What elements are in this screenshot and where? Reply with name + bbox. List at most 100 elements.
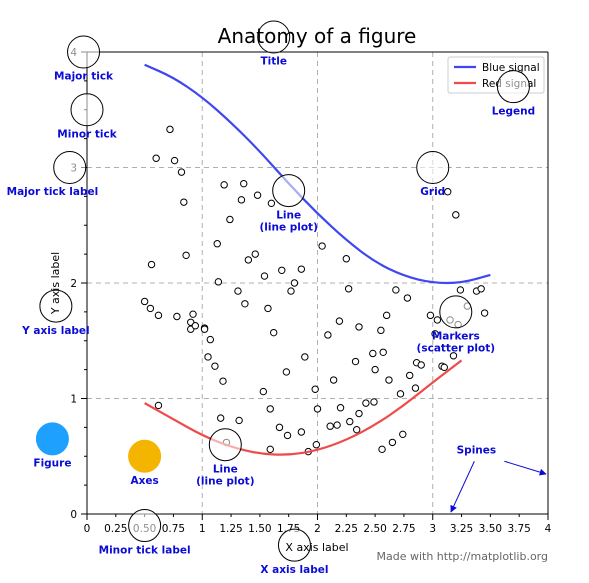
scatter-point: [382, 311, 391, 320]
scatter-point: [235, 416, 243, 425]
scatter-point: [170, 156, 179, 165]
scatter-point: [417, 361, 425, 369]
scatter-point: [200, 325, 209, 333]
scatter-point: [220, 181, 228, 189]
scatter-point: [297, 428, 306, 436]
scatter-point: [385, 376, 393, 384]
scatter-point: [449, 352, 458, 360]
annotation-label: Line: [213, 463, 238, 475]
series-line: [144, 359, 463, 456]
scatter-point: [355, 323, 363, 331]
annotation-circle: [128, 509, 162, 543]
annotation-label: Title: [260, 56, 287, 68]
scatter-point: [329, 376, 338, 384]
scatter-point: [403, 294, 412, 302]
y-tick-label: 1: [70, 394, 77, 406]
gridlines: [87, 52, 548, 514]
annotation-circle: [277, 528, 311, 562]
scatter-point: [342, 255, 351, 263]
annotation-label: Line: [276, 209, 301, 221]
x-minor-tick-label: 3.50: [479, 523, 502, 535]
scatter-point: [241, 300, 249, 308]
scatter-point: [362, 399, 370, 407]
annotation-circle: [272, 174, 306, 208]
scatter-point: [369, 349, 377, 358]
scatter-point: [266, 405, 274, 413]
annotation-label: Minor tick label: [99, 544, 191, 556]
scatter-point: [251, 250, 259, 258]
scatter-point: [379, 348, 387, 356]
annotation-circle: [208, 428, 242, 462]
scatter-point: [275, 423, 284, 432]
scatter-point: [313, 405, 322, 413]
annotation-label: Y axis label: [21, 325, 90, 337]
annotation-label: Minor tick: [57, 128, 117, 140]
scatter-point: [278, 266, 286, 274]
annotation-label: (line plot): [259, 221, 317, 233]
scatter-point: [237, 196, 246, 204]
series-line: [144, 63, 491, 285]
annotation-circle: [416, 151, 450, 184]
scatter-point: [433, 316, 442, 324]
annotation-labels: Major tick Minor tick Major tick label Y ax…: [7, 56, 547, 576]
scatter-point: [219, 377, 227, 385]
x-minor-tick-label: 2.50: [363, 523, 386, 535]
scatter-point: [287, 287, 295, 295]
x-minor-tick-label: 0.75: [162, 523, 185, 535]
scatter-point: [311, 385, 319, 393]
scatter-point: [297, 265, 306, 273]
scatter-point: [378, 445, 386, 454]
x-minor-tick-label: 1.25: [219, 523, 242, 535]
annotation-label: Major tick: [54, 71, 114, 83]
scatter-point: [234, 287, 242, 295]
annotation-circle: [53, 151, 87, 184]
scatter-point: [180, 198, 188, 206]
scatter-point: [216, 414, 225, 422]
scatter-point: [166, 125, 174, 134]
scatter-point: [240, 179, 248, 188]
scatter-point: [452, 211, 460, 219]
scatter-point: [431, 330, 439, 338]
x-tick-label: 3: [429, 523, 436, 535]
scatter-point: [177, 168, 186, 176]
x-minor-tick-label: 2.75: [392, 523, 415, 535]
scatter-point: [370, 398, 378, 406]
scatter-point: [456, 286, 465, 294]
scatter-point: [399, 430, 407, 439]
scatter-point: [290, 279, 299, 287]
scatter-point: [226, 215, 234, 224]
footnote: Made with http://matplotlib.org: [377, 550, 549, 563]
scatter-point: [355, 409, 363, 418]
series-lines: [144, 63, 491, 456]
scatter-point: [154, 311, 163, 320]
x-tick-label: 1: [199, 523, 206, 535]
scatter-point: [283, 431, 292, 440]
annotation-label: X axis label: [260, 564, 328, 576]
spines-label: Spines: [457, 444, 497, 456]
scatter-point: [191, 322, 200, 330]
scatter-point: [406, 371, 414, 380]
annotation-label: (line plot): [196, 475, 254, 487]
scatter-point: [259, 387, 268, 396]
scatter-point: [312, 441, 321, 449]
annotation-circle: [70, 93, 104, 127]
scatter-point: [335, 317, 344, 325]
scatter-point: [336, 404, 345, 412]
scatter-point: [182, 251, 190, 259]
scatter-point: [147, 260, 156, 269]
figure-marker: [35, 422, 69, 456]
annotation-label: Legend: [492, 105, 535, 117]
ticks: 012340.250.500.751.251.501.752.252.502.7…: [70, 47, 551, 535]
scatter-point: [264, 304, 272, 313]
scatter-point: [211, 362, 219, 370]
y-tick-label: 2: [70, 278, 77, 290]
scatter-point: [324, 331, 332, 339]
x-tick-label: 2: [314, 523, 321, 535]
scatter-point: [346, 417, 354, 426]
spines-arrow-right: [504, 460, 547, 476]
annotation-circle: [439, 295, 473, 329]
scatter-point: [396, 390, 405, 398]
scatter-point: [411, 384, 420, 392]
scatter-point: [301, 353, 309, 361]
